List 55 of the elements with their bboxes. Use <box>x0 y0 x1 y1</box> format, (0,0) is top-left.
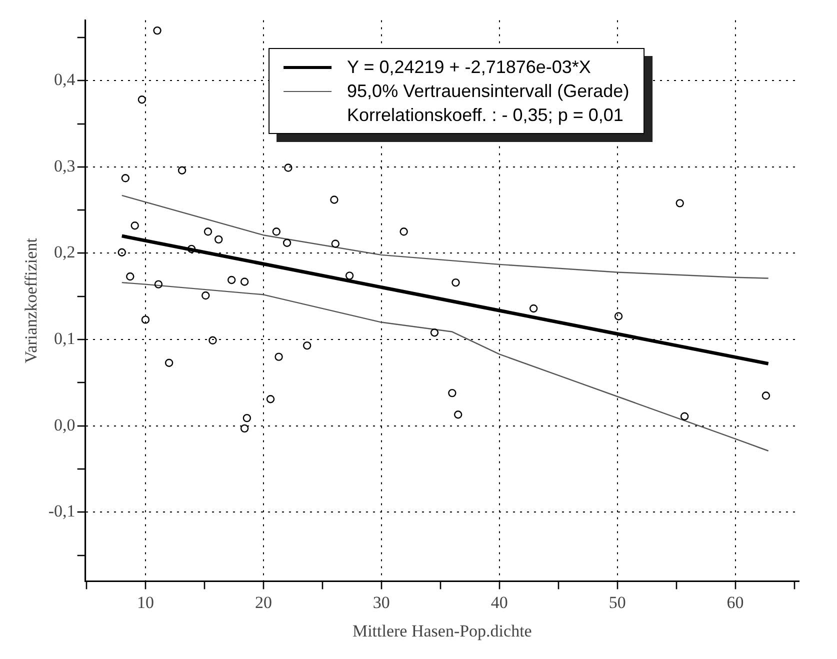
point <box>400 228 408 236</box>
x-tick-label: 50 <box>608 592 626 612</box>
point <box>614 312 623 320</box>
point <box>330 196 338 204</box>
point <box>178 166 186 174</box>
point <box>676 199 684 208</box>
legend-label: 95,0% Vertrauensintervall (Gerade) <box>347 80 630 103</box>
point <box>121 174 130 182</box>
y-axis-title: Varianzkoeffizient <box>22 238 41 364</box>
y-tick-label: 0,1 <box>54 329 76 348</box>
point <box>762 392 770 400</box>
point <box>240 278 249 286</box>
y-tick-label: 0,0 <box>54 415 76 434</box>
point <box>214 235 223 244</box>
x-tick-label: 30 <box>372 592 390 612</box>
point <box>284 164 292 172</box>
point <box>529 304 538 313</box>
point <box>272 228 281 236</box>
point <box>240 424 249 433</box>
point <box>208 336 217 344</box>
x-tick-label: 10 <box>136 592 154 612</box>
point <box>282 238 292 247</box>
point <box>227 276 236 284</box>
x-tick-label: 60 <box>726 592 744 612</box>
x-tick-label: 40 <box>490 592 508 612</box>
point <box>448 388 456 398</box>
point <box>141 316 150 324</box>
point <box>153 26 162 35</box>
y-tick-label: 0,2 <box>54 242 76 262</box>
point <box>242 414 252 422</box>
x-tick-label: 20 <box>254 592 272 612</box>
point <box>680 412 689 420</box>
point <box>130 222 139 230</box>
point <box>274 352 283 361</box>
point <box>454 410 462 419</box>
legend-label: Y = 0,24219 + -2,71876e-03*X <box>347 56 591 79</box>
point <box>126 272 134 281</box>
point <box>302 341 312 350</box>
point <box>202 291 210 300</box>
point <box>266 394 275 404</box>
point <box>345 272 354 280</box>
point <box>187 244 196 254</box>
point <box>452 278 460 287</box>
point <box>154 280 163 288</box>
point <box>138 96 146 104</box>
point <box>118 248 126 256</box>
point <box>204 228 212 236</box>
point <box>164 358 174 367</box>
y-tick-label: -0,1 <box>48 502 76 521</box>
point <box>331 240 340 248</box>
annotation: Korrelationskoeff. : - 0,35; p = 0,01 <box>346 104 624 127</box>
point <box>430 328 439 337</box>
y-tick-label: 0,4 <box>54 70 76 90</box>
y-tick-label: 0,3 <box>54 156 76 176</box>
x-axis-title: Mittlere Hasen-Pop.dichte <box>352 621 532 640</box>
